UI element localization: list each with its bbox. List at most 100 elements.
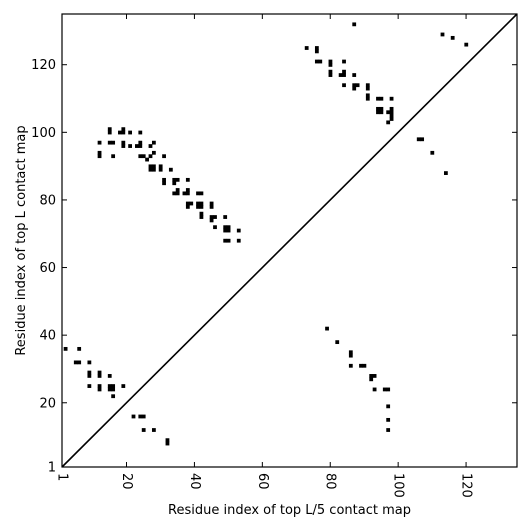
- contact-point-upper: [148, 144, 153, 148]
- y-tick-label: 60: [39, 261, 56, 276]
- contact-point-lower: [141, 414, 146, 419]
- contact-point-upper: [185, 177, 190, 182]
- x-tick-label: 100: [391, 473, 406, 498]
- contact-point-upper: [342, 83, 346, 88]
- x-tick-label: 40: [187, 473, 202, 490]
- y-tick-label: 40: [39, 329, 56, 344]
- contact-point-upper: [185, 201, 190, 206]
- contact-point-lower: [77, 360, 82, 365]
- contact-point-lower: [97, 370, 102, 375]
- contact-point-upper: [443, 171, 448, 175]
- contact-point-upper: [151, 167, 156, 172]
- contact-point-upper: [223, 215, 228, 219]
- contact-point-upper: [199, 211, 204, 216]
- y-axis-label: Residue index of top L contact map: [14, 125, 29, 355]
- x-tick-label: 120: [459, 473, 474, 498]
- x-axis-label: Residue index of top L/5 contact map: [168, 503, 411, 518]
- contact-point-upper: [223, 225, 228, 230]
- contact-point-lower: [151, 428, 156, 432]
- contact-point-lower: [107, 387, 112, 392]
- contact-point-upper: [162, 154, 166, 159]
- contact-point-upper: [328, 59, 333, 64]
- contact-point-upper: [226, 228, 231, 233]
- contact-point-upper: [148, 154, 153, 159]
- contact-point-upper: [199, 204, 204, 209]
- contact-point-upper: [342, 73, 346, 77]
- contact-point-upper: [145, 157, 149, 162]
- contact-point-upper: [352, 83, 357, 88]
- contact-point-upper: [121, 144, 126, 148]
- contact-point-upper: [175, 188, 180, 192]
- contact-point-upper: [389, 113, 394, 118]
- lower-triangle-points: [63, 326, 391, 446]
- contact-point-upper: [314, 46, 319, 50]
- contact-point-lower: [372, 374, 377, 378]
- contact-point-upper: [226, 225, 231, 230]
- x-tick-label: 80: [323, 473, 338, 490]
- contact-point-upper: [199, 201, 204, 206]
- contact-point-upper: [352, 86, 357, 91]
- contact-point-upper: [148, 167, 153, 172]
- contact-point-lower: [325, 326, 329, 331]
- contact-point-upper: [209, 201, 214, 206]
- contact-point-upper: [107, 127, 112, 132]
- contact-point-upper: [135, 144, 139, 148]
- x-tick-label: 20: [119, 473, 134, 490]
- x-tick-label: 1: [55, 473, 70, 481]
- contact-point-upper: [389, 96, 394, 101]
- contact-point-upper: [118, 130, 122, 135]
- diagonal-line: [61, 13, 518, 468]
- contact-point-lower: [107, 384, 112, 388]
- contact-point-upper: [175, 177, 180, 182]
- contact-point-lower: [87, 374, 92, 378]
- y-tick-label: 120: [31, 58, 56, 73]
- contact-point-lower: [372, 387, 377, 392]
- contact-point-lower: [348, 363, 353, 368]
- contact-point-lower: [111, 387, 116, 392]
- contact-point-upper: [97, 154, 102, 159]
- contact-point-upper: [365, 83, 370, 88]
- contact-point-lower: [111, 394, 116, 399]
- contact-point-upper: [389, 106, 394, 111]
- contact-point-lower: [87, 360, 92, 365]
- contact-point-upper: [416, 137, 421, 142]
- contact-point-lower: [382, 387, 387, 392]
- contact-point-upper: [162, 177, 166, 182]
- contact-point-lower: [348, 353, 353, 358]
- contact-point-upper: [196, 191, 200, 196]
- contact-point-upper: [376, 110, 380, 115]
- contact-point-upper: [151, 164, 156, 169]
- contact-point-upper: [138, 144, 143, 148]
- contact-point-upper: [209, 215, 214, 219]
- contact-point-upper: [128, 144, 133, 148]
- contact-point-upper: [328, 69, 333, 74]
- contact-point-upper: [314, 59, 319, 64]
- contact-point-upper: [213, 225, 217, 230]
- contact-point-lower: [77, 346, 82, 351]
- contact-point-lower: [386, 417, 391, 422]
- contact-point-upper: [97, 140, 102, 145]
- contact-point-upper: [189, 201, 194, 206]
- contact-point-upper: [379, 110, 384, 115]
- contact-point-upper: [185, 204, 190, 209]
- contact-point-upper: [365, 96, 370, 101]
- contact-point-upper: [386, 110, 391, 115]
- contact-point-upper: [386, 120, 391, 125]
- contact-point-upper: [352, 73, 357, 77]
- contact-point-upper: [464, 42, 469, 47]
- contact-point-lower: [386, 387, 391, 392]
- contact-point-upper: [328, 63, 333, 67]
- contact-point-upper: [128, 130, 133, 135]
- contact-point-lower: [386, 428, 391, 432]
- contact-point-upper: [213, 215, 217, 219]
- contact-point-upper: [376, 96, 380, 101]
- contact-point-lower: [97, 387, 102, 392]
- contact-point-upper: [338, 73, 343, 77]
- contact-point-upper: [318, 59, 323, 64]
- contact-point-upper: [352, 22, 357, 27]
- contact-point-upper: [185, 191, 190, 196]
- contact-point-upper: [121, 130, 126, 135]
- contact-point-upper: [141, 154, 146, 159]
